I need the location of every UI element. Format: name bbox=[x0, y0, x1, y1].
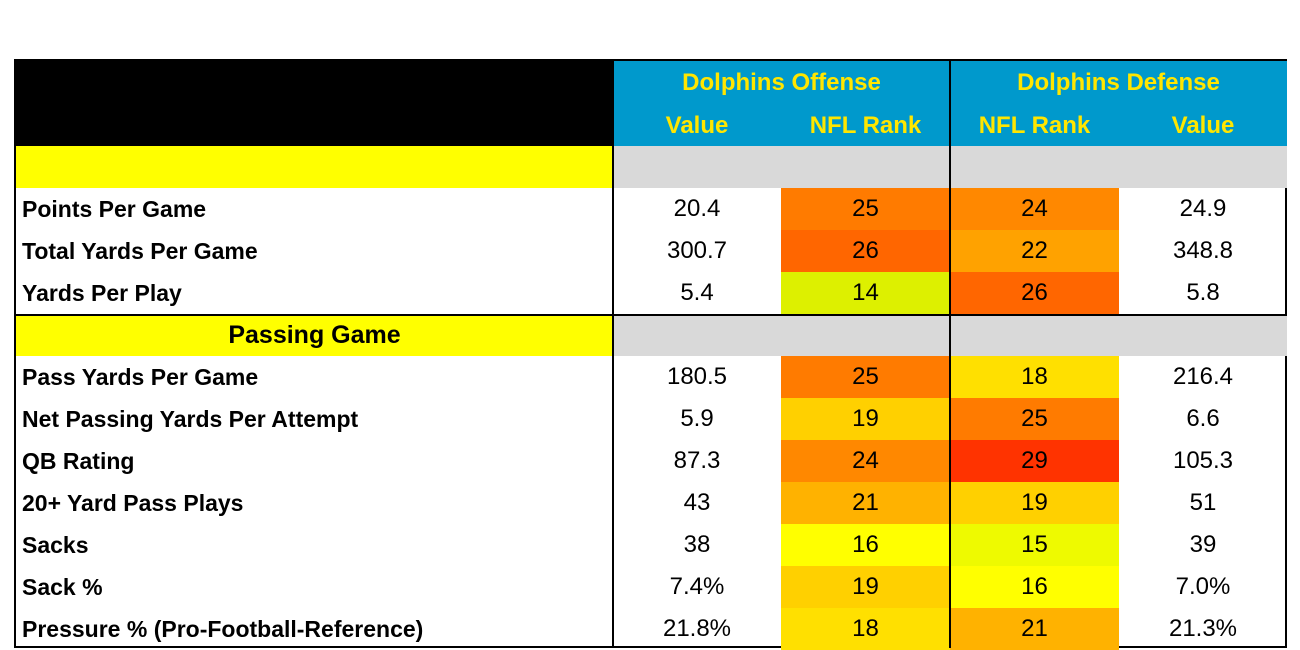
column-divider-left bbox=[612, 146, 614, 648]
defense-rank: 18 bbox=[950, 356, 1119, 398]
row-label: Yards Per Play bbox=[22, 279, 182, 306]
offense-rank: 25 bbox=[781, 188, 950, 230]
offense-rank-header: NFL Rank bbox=[809, 112, 922, 139]
defense-rank: 24 bbox=[950, 188, 1119, 230]
offense-rank: 24 bbox=[781, 440, 950, 482]
defense-value: 348.8 bbox=[1172, 237, 1234, 264]
defense-value: 39 bbox=[1189, 531, 1217, 558]
header-corner bbox=[16, 61, 613, 146]
defense-value: 24.9 bbox=[1179, 195, 1227, 222]
offense-rank: 18 bbox=[781, 608, 950, 650]
defense-header-bg bbox=[950, 61, 1287, 146]
section-title bbox=[16, 146, 613, 188]
row-label: Points Per Game bbox=[22, 195, 207, 222]
offense-value: 38 bbox=[683, 531, 711, 558]
offense-rank: 25 bbox=[781, 356, 950, 398]
column-divider-center bbox=[949, 146, 951, 648]
defense-rank: 19 bbox=[950, 482, 1119, 524]
offense-rank: 26 bbox=[781, 230, 950, 272]
offense-value: 7.4% bbox=[669, 573, 725, 600]
defense-value: 7.0% bbox=[1175, 573, 1231, 600]
offense-value: 180.5 bbox=[666, 363, 728, 390]
defense-rank: 21 bbox=[950, 608, 1119, 650]
row-label: Sacks bbox=[22, 531, 89, 558]
row-label: QB Rating bbox=[22, 447, 135, 474]
defense-value: 51 bbox=[1189, 489, 1217, 516]
offense-title: Dolphins Offense bbox=[682, 69, 881, 96]
offense-value-header: Value bbox=[665, 112, 729, 139]
defense-rank: 29 bbox=[950, 440, 1119, 482]
defense-rank: 25 bbox=[950, 398, 1119, 440]
offense-rank: 16 bbox=[781, 524, 950, 566]
defense-rank: 16 bbox=[950, 566, 1119, 608]
defense-value: 5.8 bbox=[1186, 279, 1220, 306]
offense-rank: 14 bbox=[781, 272, 950, 314]
offense-value: 43 bbox=[683, 489, 711, 516]
defense-value: 216.4 bbox=[1172, 363, 1234, 390]
offense-value: 5.9 bbox=[680, 405, 714, 432]
defense-value: 105.3 bbox=[1172, 447, 1234, 474]
section-title: Passing Game bbox=[16, 314, 613, 356]
defense-rank: 15 bbox=[950, 524, 1119, 566]
defense-value: 6.6 bbox=[1186, 405, 1220, 432]
row-label: Total Yards Per Game bbox=[22, 237, 258, 264]
row-label: Sack % bbox=[22, 573, 103, 600]
defense-rank-header: NFL Rank bbox=[978, 112, 1091, 139]
row-label: Pass Yards Per Game bbox=[22, 363, 259, 390]
offense-value: 300.7 bbox=[666, 237, 728, 264]
offense-value: 20.4 bbox=[673, 195, 721, 222]
defense-title: Dolphins Defense bbox=[1017, 69, 1220, 96]
defense-value: 21.3% bbox=[1168, 615, 1238, 642]
defense-rank: 22 bbox=[950, 230, 1119, 272]
row-label: Pressure % (Pro-Football-Reference) bbox=[22, 615, 424, 642]
offense-value: 21.8% bbox=[662, 615, 732, 642]
defense-value-header: Value bbox=[1171, 112, 1235, 139]
offense-value: 87.3 bbox=[673, 447, 721, 474]
offense-rank: 19 bbox=[781, 398, 950, 440]
header-divider-left bbox=[612, 61, 614, 146]
section-divider bbox=[16, 314, 1287, 316]
stats-table: Dolphins Offense Dolphins Defense Value … bbox=[14, 59, 1287, 650]
defense-rank: 26 bbox=[950, 272, 1119, 314]
header-divider-center bbox=[949, 61, 951, 146]
row-label: Net Passing Yards Per Attempt bbox=[22, 405, 359, 432]
offense-value: 5.4 bbox=[680, 279, 714, 306]
offense-header-bg bbox=[613, 61, 950, 146]
row-label: 20+ Yard Pass Plays bbox=[22, 489, 244, 516]
offense-rank: 19 bbox=[781, 566, 950, 608]
offense-rank: 21 bbox=[781, 482, 950, 524]
